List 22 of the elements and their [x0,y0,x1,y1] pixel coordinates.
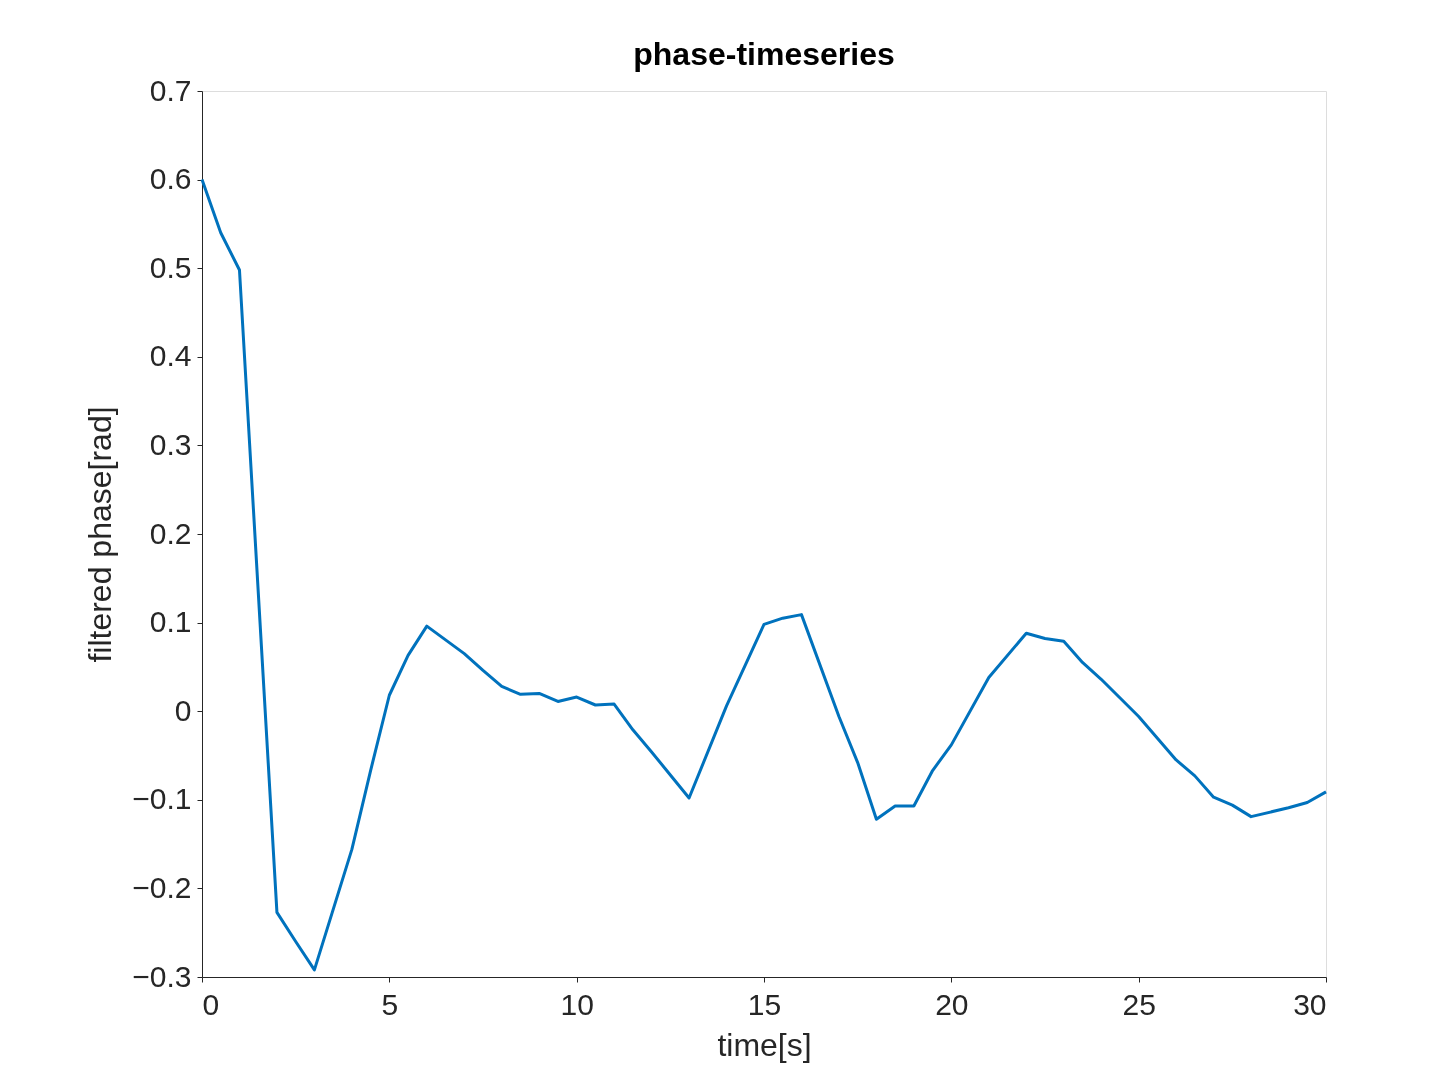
x-tick-label: 10 [560,987,594,1021]
y-axis-title: filtered phase[rad] [82,406,119,663]
y-tick-label: 0.6 [149,162,192,196]
y-tick-label: −0.3 [132,959,192,993]
y-tick-label: 0.2 [149,516,192,550]
y-tick-label: 0 [174,693,192,727]
line-series [200,178,1328,972]
chart-title: phase-timeseries [633,36,895,72]
y-tick-label: 0.3 [149,427,192,461]
y-tick-label: −0.1 [132,782,192,816]
y-tick-label: 0.5 [149,250,192,284]
y-tick-label: −0.2 [132,870,192,904]
y-tick-label: 0.1 [149,605,192,639]
x-tick-label: 30 [1293,987,1327,1021]
y-tick-label: 0.4 [149,339,192,373]
x-axis-title: time[s] [717,1026,812,1063]
x-tick-label: 0 [202,987,220,1021]
x-tick-label: 25 [1122,987,1156,1021]
x-tick-label: 15 [747,987,782,1021]
x-tick-label: 5 [381,987,399,1021]
x-tick-label: 20 [935,987,969,1021]
y-tick-label: 0.7 [149,73,192,107]
